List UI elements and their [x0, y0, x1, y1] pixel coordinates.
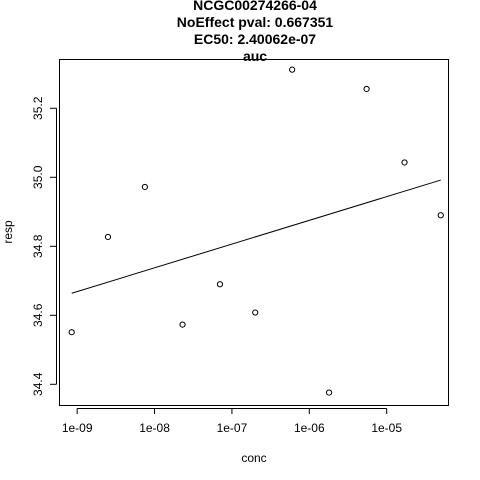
data-point — [401, 159, 408, 166]
data-point — [325, 389, 333, 396]
data-point — [289, 66, 296, 73]
x-tick-label: 1e-05 — [371, 421, 402, 435]
x-axis-label: conc — [241, 451, 266, 465]
y-tick-label: 34.8 — [31, 234, 45, 258]
y-tick-label: 35.2 — [31, 96, 45, 120]
fit-line — [71, 179, 441, 294]
data-point — [437, 212, 444, 219]
title-line-3: EC50: 2.40062e-07 — [194, 31, 316, 47]
data-points-layer — [68, 66, 444, 396]
y-tick-label: 34.6 — [31, 303, 45, 327]
y-tick-label: 35.0 — [31, 165, 45, 189]
x-axis: 1e-09 1e-08 1e-07 1e-06 1e-05 — [62, 408, 402, 435]
x-tick-label: 1e-09 — [62, 421, 93, 435]
y-tick-label: 34.4 — [31, 372, 45, 396]
data-point — [141, 183, 148, 191]
x-tick-label: 1e-06 — [294, 421, 325, 435]
data-point — [216, 281, 224, 288]
y-axis: 34.4 34.6 34.8 35.0 35.2 — [31, 96, 57, 396]
data-point — [68, 329, 75, 336]
data-point — [179, 321, 186, 328]
x-tick-label: 1e-08 — [139, 421, 170, 435]
plot-frame — [59, 59, 449, 406]
title-line-2: NoEffect pval: 0.667351 — [177, 14, 334, 30]
data-point — [104, 233, 112, 241]
fit-line-layer — [71, 179, 441, 294]
data-point — [363, 85, 370, 93]
title-line-4: auc — [243, 48, 267, 64]
x-tick-label: 1e-07 — [217, 421, 248, 435]
title-line-1: NCGC00274266-04 — [193, 0, 317, 13]
chart-title: NCGC00274266-04 NoEffect pval: 0.667351 … — [177, 0, 334, 64]
y-axis-label: resp — [1, 220, 15, 244]
data-point — [252, 309, 259, 316]
